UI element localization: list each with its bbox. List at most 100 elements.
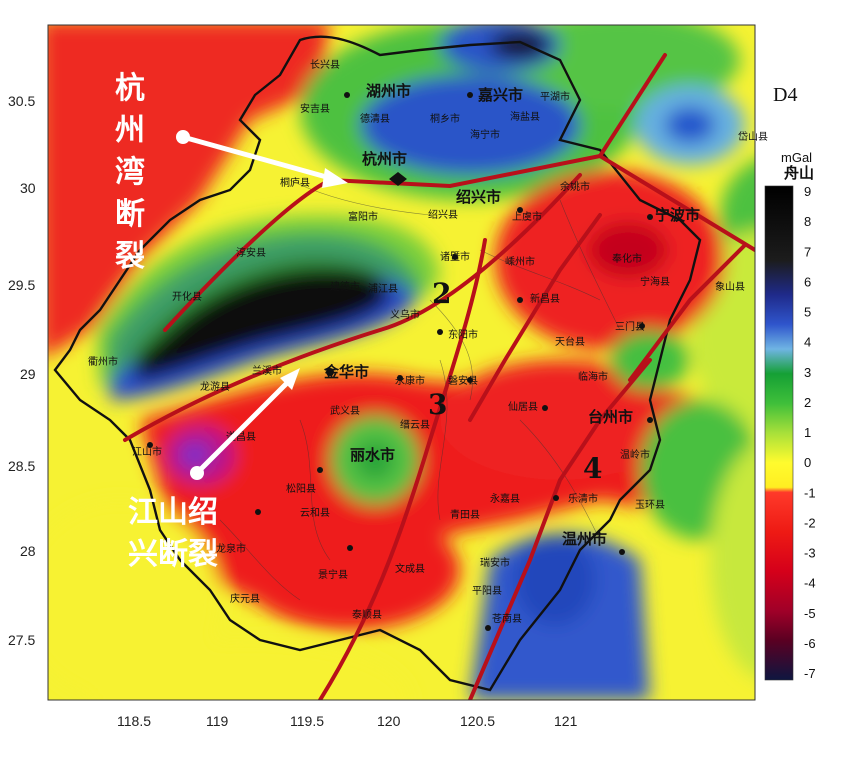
colorbar-tick-label: -5 [804,606,816,621]
label-pujiang: 浦江县 [368,282,398,295]
label-pan-an: 磐安县 [448,374,478,387]
colorbar-tick-label: 8 [804,214,811,229]
label-xinchang: 新昌县 [530,292,560,305]
fault-number-4: 4 [583,452,602,485]
annot-hzw-4: 断 [115,197,145,232]
label-deqing: 德清县 [360,112,390,125]
label-pingyang: 平阳县 [472,585,502,597]
label-ruian: 瑞安市 [480,556,510,569]
label-jiande: 建德市 [330,280,360,293]
annotation-jiangshan-shaoxing: 江山绍 兴断裂 [128,368,300,572]
label-tonglu: 桐庐县 [280,176,310,189]
label-songyang: 松阳县 [286,482,316,495]
label-longyou: 龙游县 [200,380,230,393]
label-cangnan: 苍南县 [492,612,522,625]
arrowhead-icon [322,168,348,188]
label-quzhou: 衢州市 [88,355,118,368]
label-lishui: 丽水市 [350,446,395,464]
label-yongkang: 永康市 [395,374,425,387]
city-markers [147,92,653,631]
label-jiaxing: 嘉兴市 [477,86,523,104]
y-tick: 30.5 [8,93,35,109]
annot-hzw-3: 湾 [115,155,145,190]
label-zhoushan: 舟山 [784,164,814,182]
arrowhead-icon [280,368,300,390]
label-jingning: 景宁县 [318,568,348,581]
unit-label: mGal [781,150,812,165]
colorbar-tick-label: -1 [804,485,816,500]
label-shangyu: 上虞市 [512,210,542,223]
label-qingtian: 青田县 [450,508,480,521]
y-tick: 30 [20,180,36,196]
label-huzhou: 湖州市 [366,82,411,100]
annot-hzw-2: 州 [115,113,145,148]
label-daishan: 岱山县 [738,130,768,143]
annot-jsx-1: 江山绍 [128,495,218,530]
label-changxing: 长兴县 [310,59,340,71]
label-hangzhou: 杭州市 [362,150,407,168]
label-wuyi: 武义县 [330,404,360,417]
watermark: 知乎 @青铜马弓手 [620,713,761,733]
label-fuyang: 富阳市 [348,210,378,223]
fault-3b [468,213,602,422]
y-tick: 29 [20,366,36,382]
x-tick: 121 [554,713,578,729]
colorbar-tick-label: 7 [804,244,811,259]
x-tick: 119.5 [290,713,324,729]
colorbar-tick-label: 3 [804,365,811,380]
fault-1-branch [598,154,755,252]
label-wenling: 温岭市 [620,448,650,461]
label-wenzhou: 温州市 [562,530,607,548]
colorbar-tick-label: 1 [804,425,811,440]
y-axis: 30.5 30 29.5 29 28.5 28 27.5 [8,93,36,648]
label-pinghu: 平湖市 [540,90,570,103]
x-tick: 120 [377,713,401,729]
y-tick: 28.5 [8,458,35,474]
label-dongyang: 东阳市 [448,328,478,341]
province-boundary [53,35,702,692]
label-taizhou: 台州市 [588,408,633,426]
hangzhou-marker [389,172,407,186]
label-tongxiang: 桐乡市 [430,112,460,125]
label-linhai: 临海市 [578,370,608,383]
colorbar: 9 8 7 6 5 4 3 2 1 0 -1 -2 -3 -4 -5 -6 -7 [764,184,816,681]
label-jiangshan: 江山市 [132,445,162,458]
colorbar-labels: 9 8 7 6 5 4 3 2 1 0 -1 -2 -3 -4 -5 -6 -7 [804,184,816,681]
label-jinhua: 金华市 [323,363,369,381]
colorbar-tick-label: 5 [804,305,811,320]
fault-hangzhou-bay-ne [598,53,667,158]
label-leqing: 乐清市 [568,492,598,505]
colorbar-tick-label: -2 [804,515,816,530]
colorbar-tick-label: -6 [804,636,816,651]
colorbar-tick-label: -7 [804,666,816,681]
label-shengzhou: 嵊州市 [505,255,535,268]
label-shaoxingxian: 绍兴县 [428,208,458,221]
annot-hzw-5: 裂 [115,239,145,274]
colorbar-tick-label: -3 [804,546,816,561]
fault-jiangshan-shaoxing [123,173,582,442]
colorbar-tick-label: 0 [804,455,811,470]
label-qingyuan: 庆元县 [230,592,260,605]
colorbar-tick-label: 4 [804,335,811,350]
label-sanmen: 三门县 [615,320,645,333]
fault-4 [468,358,652,700]
label-yuhuan: 玉环县 [635,499,665,511]
y-tick: 27.5 [8,632,35,648]
label-longquan: 龙泉市 [216,542,246,555]
label-lanxi: 兰溪市 [252,364,282,377]
fault-number-2: 2 [432,277,451,310]
label-yunhe: 云和县 [300,507,330,519]
label-yongjia: 永嘉县 [490,492,520,505]
label-haining: 海宁市 [470,128,500,141]
fault-number-3: 3 [428,388,447,421]
colorbar-tick-label: 2 [804,395,811,410]
label-ningbo: 宁波市 [655,206,700,224]
fault-lines [123,53,755,700]
label-yiwu: 义乌市 [390,308,420,321]
label-wencheng: 文成县 [395,562,425,575]
annot-hzw-1: 杭 [115,71,145,106]
colorbar-tick-label: 9 [804,184,811,199]
y-tick: 29.5 [8,277,35,293]
label-jinyun: 缙云县 [400,418,430,431]
label-anji: 安吉县 [300,102,330,115]
